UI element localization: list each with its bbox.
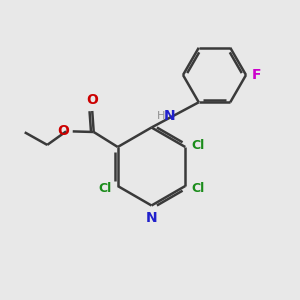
Text: Cl: Cl (191, 182, 205, 196)
Text: Cl: Cl (98, 182, 112, 196)
Text: H: H (157, 110, 165, 121)
Text: F: F (251, 68, 261, 82)
Text: O: O (57, 124, 69, 138)
Text: O: O (86, 93, 98, 107)
Text: N: N (164, 110, 176, 123)
Text: Cl: Cl (191, 139, 205, 152)
Text: N: N (146, 211, 157, 225)
